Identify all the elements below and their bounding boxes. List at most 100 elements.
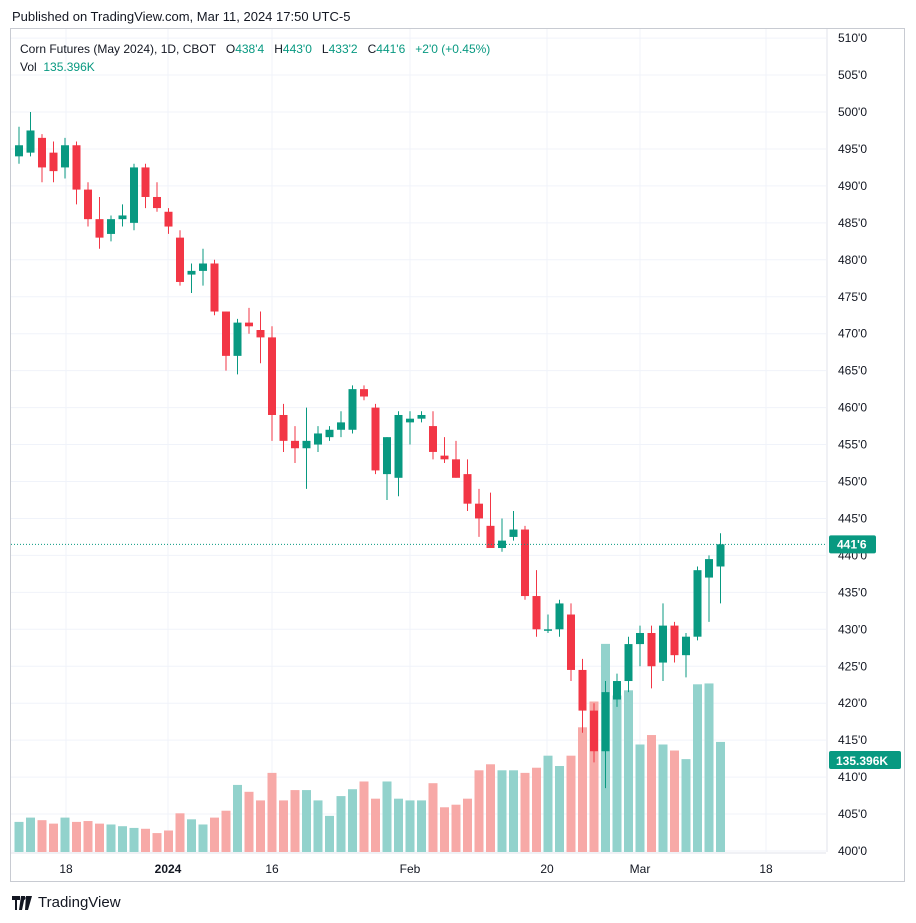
legend-symbol: Corn Futures (May 2024), 1D, CBOT: [20, 42, 216, 56]
candle-body: [555, 603, 564, 630]
price-tick-label: 445'0: [838, 511, 867, 525]
volume-bar: [578, 727, 587, 852]
legend-vol-label: Vol: [20, 60, 37, 74]
time-axis: 18 2024 16 Feb 20 Mar 18: [59, 862, 773, 876]
candle-body: [578, 669, 587, 711]
volume-bar: [497, 770, 507, 852]
legend-high: 443'0: [282, 42, 312, 56]
volume-bar: [49, 823, 58, 852]
candle-body: [716, 544, 725, 567]
volume-bar: [359, 781, 369, 852]
volume-bar: [302, 790, 311, 852]
candle-body: [279, 414, 288, 441]
candle-body: [394, 414, 403, 478]
candle-body: [567, 614, 575, 670]
price-tick-label: 475'0: [838, 290, 867, 304]
volume-bar: [106, 824, 116, 852]
volume-bar: [520, 772, 530, 852]
candle-body: [613, 681, 621, 700]
candle-body: [693, 570, 702, 637]
candle-body: [130, 167, 138, 223]
volume-bar: [382, 781, 392, 852]
volume-bar: [290, 790, 300, 852]
time-tick-label: 20: [540, 862, 554, 876]
price-tick-label: 450'0: [838, 475, 867, 489]
candle-body: [452, 459, 460, 478]
candle-body: [302, 440, 311, 449]
tradingview-brand[interactable]: TradingView: [12, 894, 121, 911]
price-tick-label: 420'0: [838, 696, 867, 710]
volume-bar: [394, 798, 403, 852]
volume-bar: [336, 796, 346, 852]
candle-body: [210, 263, 219, 312]
candle-body: [314, 433, 322, 445]
candle-body: [164, 211, 173, 227]
price-tick-label: 480'0: [838, 253, 867, 267]
price-tick-label: 485'0: [838, 216, 867, 230]
volume-bar: [612, 695, 622, 852]
volume-bar: [233, 784, 242, 852]
candle-body: [705, 559, 713, 578]
volume-bar: [693, 684, 702, 852]
legend-change: +2'0 (+0.45%): [415, 42, 491, 56]
candle-body: [544, 629, 552, 631]
candle-body: [647, 632, 656, 667]
volume-bar: [14, 821, 24, 852]
volume-bar: [566, 755, 576, 852]
volume-bar: [428, 783, 438, 852]
legend-open-label: O: [225, 42, 236, 56]
candle-body: [325, 429, 334, 438]
candle-body: [383, 437, 391, 475]
candle-body: [521, 529, 529, 597]
volume-bar: [704, 683, 714, 852]
legend-low: 433'2: [328, 42, 358, 56]
legend-low-label: L: [321, 42, 329, 56]
candle-body: [636, 632, 644, 645]
candle-body: [72, 145, 81, 190]
price-axis: 510'0 505'0 500'0 495'0 490'0 485'0 480'0 475'0…: [11, 29, 867, 858]
volume-bar: [129, 827, 139, 852]
candle-body: [49, 152, 58, 172]
time-tick-label: 18: [759, 862, 773, 876]
volume-bar: [152, 833, 162, 852]
time-tick-label: Mar: [630, 862, 651, 876]
volume-bar: [670, 750, 679, 852]
volume-bar: [371, 798, 380, 852]
price-tick-label: 425'0: [838, 659, 867, 673]
volume-bar: [26, 817, 35, 852]
volume-value-text: 135.396K: [836, 754, 888, 768]
volume-bar: [440, 807, 449, 852]
candle-body: [486, 525, 495, 549]
candle-body: [463, 474, 472, 504]
legend-close-label: C: [367, 42, 377, 56]
candle-body: [371, 407, 380, 471]
price-tick-label: 455'0: [838, 438, 867, 452]
last-price-text: 441'6: [837, 537, 867, 551]
volume-bar: [486, 764, 495, 852]
candle-body: [406, 418, 414, 423]
chart-legend: Corn Futures (May 2024), 1D, CBOT O438'4…: [20, 40, 490, 76]
candle-body: [187, 270, 196, 275]
volume-bar: [244, 791, 254, 852]
grid-lines: [11, 29, 826, 852]
candle-body: [475, 503, 483, 519]
volume-bar: [716, 741, 725, 852]
volume-bar: [417, 800, 426, 852]
time-tick-label: Feb: [400, 862, 421, 876]
candle-body: [417, 414, 426, 419]
time-tick-label: 18: [59, 862, 73, 876]
price-tick-label: 410'0: [838, 770, 867, 784]
volume-bar: [164, 830, 173, 852]
volume-bar: [279, 800, 288, 852]
time-tick-label: 16: [265, 862, 279, 876]
chart-frame[interactable]: [10, 28, 905, 882]
volume-bar: [624, 690, 633, 852]
volume-bar: [118, 826, 127, 852]
price-tick-label: 495'0: [838, 142, 867, 156]
volume-bar: [175, 813, 185, 852]
volume-bar: [198, 824, 208, 852]
candle-body: [509, 529, 518, 537]
candle-body: [268, 337, 276, 415]
volume-bar: [187, 819, 196, 852]
